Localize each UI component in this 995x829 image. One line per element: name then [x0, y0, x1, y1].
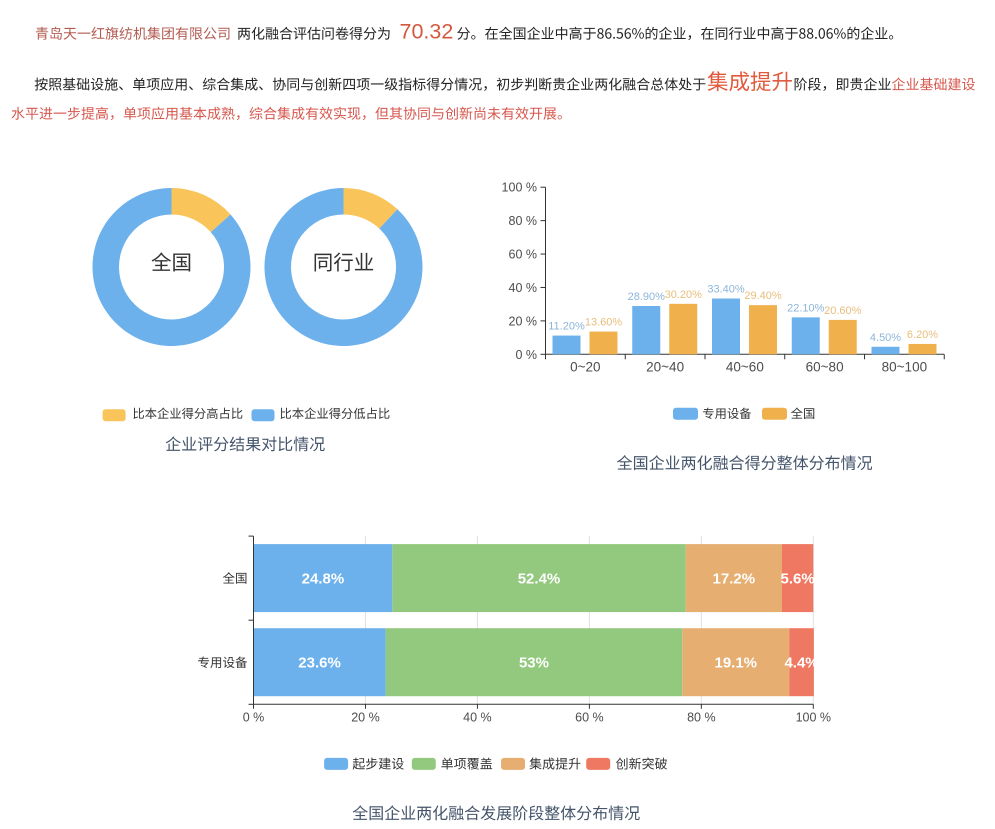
svg-text:53%: 53%: [519, 655, 549, 672]
svg-text:60~80: 60~80: [806, 360, 844, 375]
svg-text:23.6%: 23.6%: [298, 655, 341, 672]
svg-text:19.1%: 19.1%: [714, 655, 757, 672]
svg-text:100 %: 100 %: [796, 711, 831, 725]
svg-text:4.4%: 4.4%: [784, 655, 818, 672]
svg-text:33.40%: 33.40%: [707, 283, 745, 295]
svg-text:4.50%: 4.50%: [870, 332, 901, 344]
svg-text:60 %: 60 %: [509, 248, 538, 262]
svg-text:5.6%: 5.6%: [781, 570, 815, 587]
svg-text:40~60: 40~60: [726, 360, 764, 375]
svg-text:0~20: 0~20: [570, 360, 600, 375]
svg-text:11.20%: 11.20%: [548, 321, 585, 333]
svg-text:60 %: 60 %: [575, 711, 604, 725]
svg-text:13.60%: 13.60%: [585, 317, 623, 329]
svg-text:28.90%: 28.90%: [628, 291, 666, 303]
svg-text:20 %: 20 %: [509, 314, 538, 328]
svg-text:0 %: 0 %: [515, 348, 537, 362]
svg-text:80 %: 80 %: [509, 214, 538, 228]
svg-text:6.20%: 6.20%: [907, 329, 938, 341]
svg-text:30.20%: 30.20%: [665, 289, 703, 301]
svg-text:40 %: 40 %: [463, 711, 492, 725]
svg-text:29.40%: 29.40%: [744, 290, 782, 302]
svg-text:52.4%: 52.4%: [518, 570, 561, 587]
svg-text:24.8%: 24.8%: [302, 570, 345, 587]
svg-text:100 %: 100 %: [502, 181, 537, 195]
svg-text:80~100: 80~100: [882, 360, 927, 375]
svg-text:17.2%: 17.2%: [713, 570, 756, 587]
svg-text:20 %: 20 %: [351, 711, 380, 725]
svg-text:70.32: 70.32: [400, 20, 454, 44]
svg-text:20~40: 20~40: [646, 360, 684, 375]
svg-text:40 %: 40 %: [509, 281, 538, 295]
svg-text:22.10%: 22.10%: [787, 302, 825, 314]
svg-text:0 %: 0 %: [243, 711, 265, 725]
svg-text:20.60%: 20.60%: [824, 305, 862, 317]
svg-text:80 %: 80 %: [687, 711, 716, 725]
